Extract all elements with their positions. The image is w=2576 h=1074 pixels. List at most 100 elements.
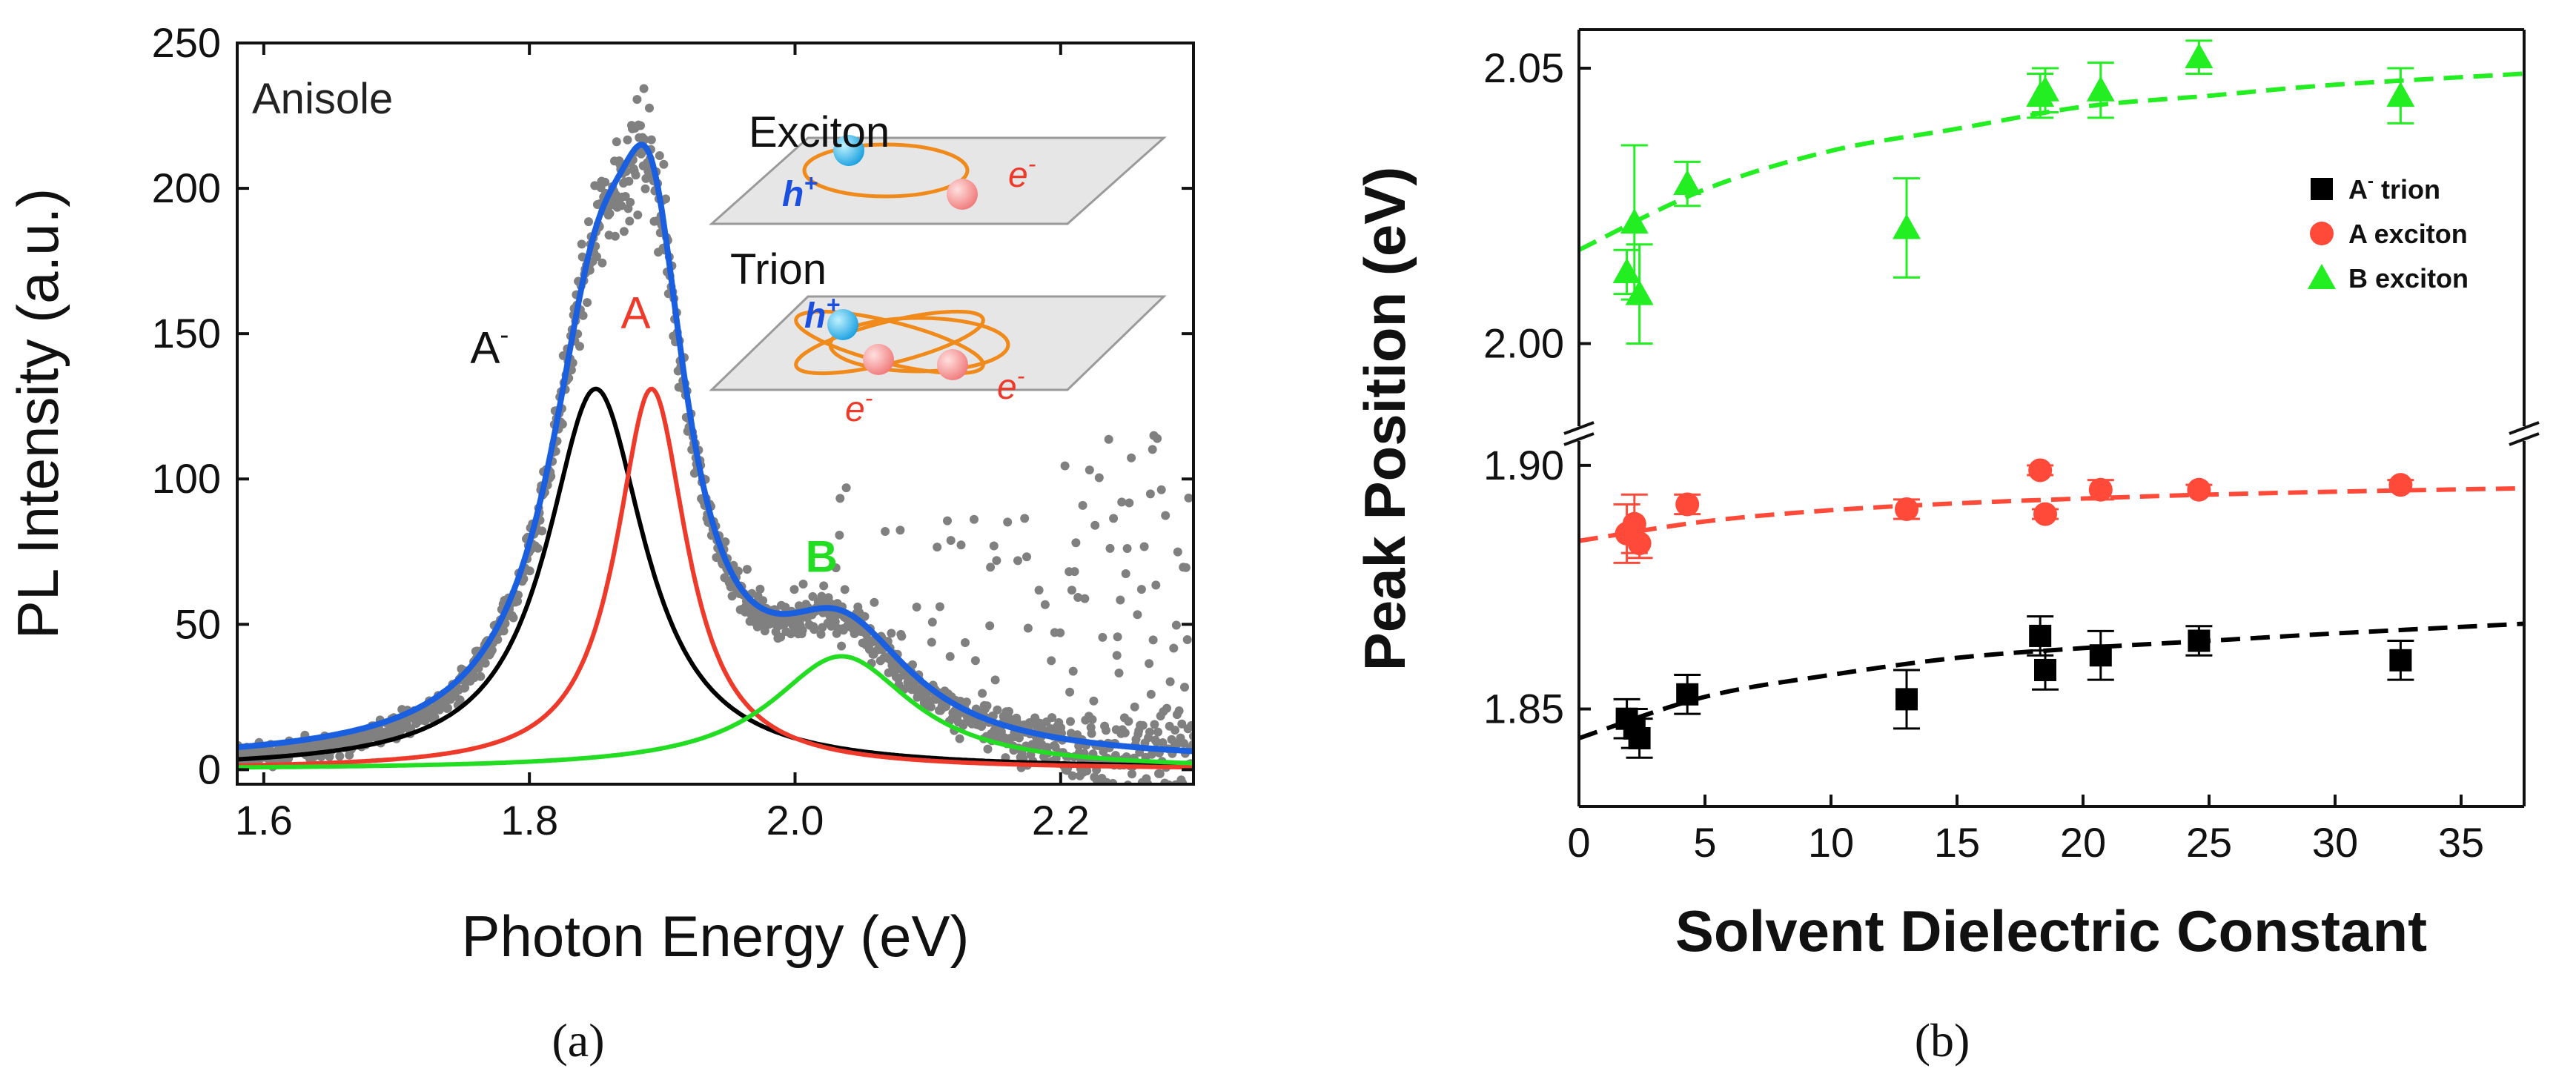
panel-b-xtick-label: 35 [2438,819,2484,866]
data-point [1090,520,1100,530]
data-point [1142,806,1151,815]
data-point [1066,717,1075,726]
panel-b-ytick-label: 2.05 [1483,44,1564,91]
data-point [1161,511,1171,520]
panel-b-xtick-label: 15 [1934,819,1980,866]
data-point [990,675,1000,685]
data-point [835,494,845,503]
panel-b-fits [1577,71,2525,740]
data-point [1070,567,1079,577]
legend-label: A- trion [2348,171,2440,205]
data-point [1184,493,1193,503]
data-point [1182,786,1191,795]
data-point [583,298,592,308]
data-point [640,184,650,193]
data-point [830,617,840,626]
data-point [600,177,610,187]
data-point [1181,563,1191,572]
data-point [961,638,970,647]
exciton-hole-icon [833,135,864,166]
data-point [509,613,518,623]
panel-b-xtick-label: 20 [2060,819,2106,866]
data-point [631,170,640,180]
data-point [881,527,890,536]
data-point [1104,434,1113,444]
exciton-plane [709,136,1167,225]
panel-a-ytick-label: 50 [175,600,221,647]
data-point [1163,788,1172,797]
panel-b-points [1612,39,2415,759]
data-point [1147,749,1156,759]
data-point [1078,500,1087,510]
data-marker-triangle [1893,213,1921,239]
panel-b-ylabel: Peak Position (eV) [1352,167,1417,672]
data-marker-circle [1895,497,1918,522]
data-point [860,611,870,621]
data-point [1133,610,1142,620]
panel-b-axes [1563,28,2540,808]
data-point [1121,569,1130,578]
trion-electron-icon-1 [863,344,894,375]
data-marker-square [1676,683,1699,706]
data-point [798,580,808,589]
trion-orbit-3 [828,316,1010,374]
exciton-orbit [802,142,970,199]
data-point [1004,706,1013,716]
trion-hole-icon [827,309,858,340]
exciton-electron-icon [947,179,978,210]
data-point [1148,445,1157,454]
data-point [1003,517,1013,527]
data-point [1112,651,1122,660]
data-point [533,543,543,553]
exciton-hole-label: h+ [782,170,818,214]
panel-a-ytick-label: 0 [198,746,221,792]
data-point [943,516,952,526]
data-point [758,596,768,606]
data-point [840,585,850,594]
data-point [619,227,629,236]
data-point [733,566,743,576]
data-point [1165,677,1175,686]
data-point [597,258,607,268]
panel-b-xtick-label: 10 [1808,819,1854,866]
data-point [956,540,966,550]
data-marker-square [2389,649,2412,672]
data-point [985,621,995,631]
data-point [897,632,907,641]
data-point [420,716,430,726]
data-point [584,217,593,227]
data-point [1113,632,1122,642]
data-point [1138,720,1148,730]
data-marker-circle [1675,492,1700,517]
data-point [742,565,752,574]
data-point [1023,623,1033,633]
data-point [617,201,626,211]
data-marker-triangle [2031,76,2059,102]
panel-b-xtick-label: 30 [2312,819,2358,866]
data-point [1040,600,1050,609]
data-point [1171,726,1180,735]
data-marker-square [2034,658,2056,681]
fit-curve-b-exciton-fit [237,654,1193,770]
data-point [961,697,971,707]
data-marker-square [2188,629,2211,652]
panel-a-ytick-label: 150 [152,310,221,357]
data-point [537,526,547,536]
panel-a-ticks: 1.6 1.8 2.0 2.2 0 50 100 150 200 250 [152,19,1193,843]
data-point [1145,659,1154,669]
data-point [612,137,621,147]
data-point [789,585,799,594]
data-point [1122,544,1132,553]
data-point [1117,497,1127,507]
data-point [636,121,645,130]
panel-b-legend: A- trion A exciton B exciton [2308,171,2469,294]
data-point [1022,552,1031,562]
data-point [476,672,486,681]
fit-curve-a-exciton-fit [237,386,1193,770]
data-point [1114,786,1123,795]
data-point [1187,720,1193,730]
data-point [480,658,490,668]
data-point [1180,683,1189,692]
data-point [1177,719,1187,729]
fit-line-square [1578,621,2525,740]
